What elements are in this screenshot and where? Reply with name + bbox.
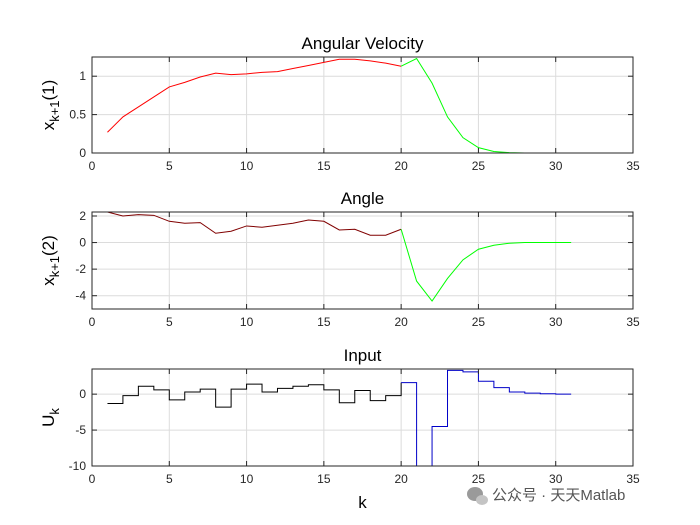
chart-title: Angular Velocity: [302, 34, 424, 53]
series-line-2: [400, 57, 572, 153]
plot-area: [91, 211, 634, 310]
x-tick-label: 25: [472, 315, 486, 329]
x-tick-label: 20: [394, 472, 408, 486]
wechat-icon-bubble: [476, 495, 488, 505]
chart-title: Input: [344, 346, 382, 365]
chart-title: Angle: [341, 189, 384, 208]
x-tick-label: 15: [317, 159, 331, 173]
series-line-1: [107, 382, 402, 408]
y-label-subscript: k: [47, 408, 62, 415]
x-tick-label: 5: [166, 315, 173, 329]
y-tick-label: 0.5: [69, 108, 86, 122]
x-tick-label: 35: [626, 472, 640, 486]
y-label-main: U: [39, 415, 58, 427]
x-tick-label: 35: [626, 315, 640, 329]
x-tick-label: 35: [626, 159, 640, 173]
y-axis-label: xk+1(1): [39, 80, 62, 131]
x-tick-label: 0: [89, 315, 96, 329]
y-tick-label: -5: [75, 423, 86, 437]
x-tick-label: 0: [89, 159, 96, 173]
x-tick-label: 20: [394, 159, 408, 173]
x-tick-label: 5: [166, 472, 173, 486]
plot-area: [91, 56, 634, 154]
x-tick-label: 20: [394, 315, 408, 329]
x-tick-label: 5: [166, 159, 173, 173]
series-line-1: [107, 212, 402, 236]
y-tick-label: 0: [79, 146, 86, 160]
y-tick-label: -2: [75, 262, 86, 276]
y-axis-label: Uk: [39, 408, 62, 427]
series-line-2: [401, 369, 572, 466]
watermark-text: 公众号 · 天天Matlab: [492, 487, 625, 504]
y-tick-label: 2: [79, 209, 86, 223]
plot-area: [91, 368, 634, 467]
x-tick-label: 25: [472, 472, 486, 486]
y-tick-label: -4: [75, 289, 86, 303]
y-tick-label: -10: [69, 459, 87, 473]
axes-border: [91, 56, 634, 154]
x-tick-label: 30: [549, 159, 563, 173]
series-line-1: [107, 58, 402, 133]
y-label-subscript: k+1: [47, 100, 62, 121]
y-tick-label: 0: [79, 236, 86, 250]
y-label-main: x: [39, 277, 58, 286]
y-tick-label: 0: [79, 387, 86, 401]
x-tick-label: 0: [89, 472, 96, 486]
x-tick-label: 10: [240, 315, 254, 329]
x-axis-label: k: [358, 493, 367, 512]
x-tick-label: 30: [549, 315, 563, 329]
x-tick-label: 10: [240, 159, 254, 173]
y-label-main: x: [39, 121, 58, 130]
x-tick-label: 30: [549, 472, 563, 486]
x-tick-label: 15: [317, 472, 331, 486]
y-label-subscript: k+1: [47, 256, 62, 277]
y-axis-label: xk+1(2): [39, 235, 62, 286]
y-tick-label: 1: [79, 69, 86, 83]
axes-border: [91, 211, 634, 310]
watermark: 公众号 · 天天Matlab: [467, 487, 625, 505]
subplot-1: 0 5 10 15 20 25 30 35 0 0.5 1 Angular Velocity xk+1(…: [39, 34, 640, 173]
y-label-tail: (2): [39, 235, 58, 256]
y-label-tail: (1): [39, 80, 58, 101]
x-tick-label: 10: [240, 472, 254, 486]
x-tick-label: 15: [317, 315, 331, 329]
axes-border: [91, 368, 634, 467]
subplot-2: 0 5 10 15 20 25 30 35 -4 -2 0 2 Angle xk+1(2): [39, 189, 640, 329]
x-tick-label: 25: [472, 159, 486, 173]
series-line-2: [400, 229, 572, 302]
